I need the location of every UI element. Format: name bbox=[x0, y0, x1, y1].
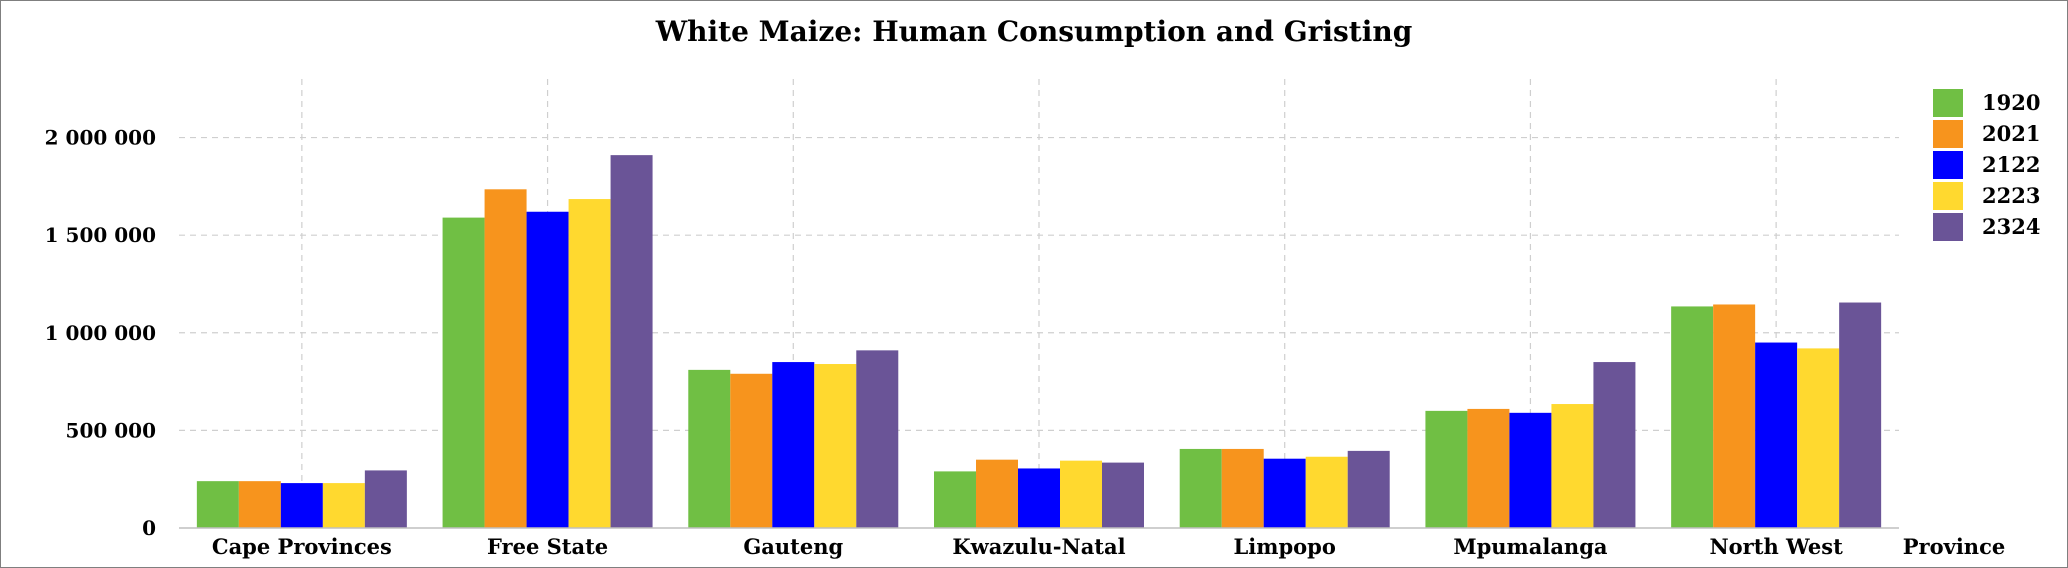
x-category-label: Free State bbox=[487, 534, 608, 559]
gridlines bbox=[179, 79, 1899, 528]
y-tick-label: 2 000 000 bbox=[45, 126, 156, 150]
y-tick-label: 1 500 000 bbox=[45, 223, 156, 247]
legend-swatch-2122 bbox=[1933, 151, 1963, 179]
legend-label: 1920 bbox=[1982, 90, 2040, 115]
legend-swatch-2324 bbox=[1933, 213, 1963, 241]
bar-2122 bbox=[280, 483, 323, 528]
bar-2324 bbox=[1593, 362, 1636, 528]
bar-1920 bbox=[1179, 448, 1222, 528]
x-category-label: Limpopo bbox=[1234, 534, 1336, 559]
bar-2021 bbox=[1467, 408, 1510, 528]
legend-label: 2324 bbox=[1982, 214, 2040, 239]
bar-2324 bbox=[856, 350, 899, 528]
bar-1920 bbox=[688, 369, 731, 528]
bar-2223 bbox=[568, 199, 611, 528]
legend-swatch-2223 bbox=[1933, 182, 1963, 210]
bar-2223 bbox=[1305, 456, 1348, 528]
bar-2223 bbox=[1551, 404, 1594, 528]
chart-title: White Maize: Human Consumption and Grist… bbox=[655, 15, 1413, 48]
bar-2021 bbox=[976, 459, 1018, 528]
bar-2324 bbox=[1102, 462, 1144, 528]
x-axis-categories: Cape Provinces Free State Gauteng Kwazulu-N… bbox=[212, 534, 1843, 559]
bar-2223 bbox=[322, 483, 365, 528]
bar-2223 bbox=[1060, 460, 1102, 528]
bar-2324 bbox=[610, 155, 653, 529]
bar-2324 bbox=[1347, 450, 1390, 528]
bar-1920 bbox=[442, 217, 485, 528]
y-tick-label: 0 bbox=[142, 516, 156, 540]
legend: 1920 2021 2122 2223 2324 bbox=[1933, 89, 2040, 241]
legend-swatch-1920 bbox=[1933, 89, 1963, 117]
bar-2223 bbox=[814, 364, 857, 528]
legend-swatch-2021 bbox=[1933, 120, 1963, 148]
bar-1920 bbox=[1671, 306, 1714, 528]
bar-2021 bbox=[730, 373, 773, 528]
bar-2122 bbox=[1263, 458, 1306, 528]
bar-2021 bbox=[1221, 448, 1264, 528]
y-axis-ticks: 0 500 000 1 000 000 1 500 000 2 000 000 bbox=[45, 126, 156, 540]
bar-2122 bbox=[772, 362, 815, 528]
bar-2021 bbox=[484, 189, 527, 528]
bar-2021 bbox=[1713, 304, 1756, 528]
y-tick-label: 500 000 bbox=[66, 418, 156, 442]
x-category-label: Kwazulu-Natal bbox=[952, 534, 1125, 559]
bar-2021 bbox=[238, 481, 281, 528]
bar-2324 bbox=[364, 470, 407, 528]
bar-2122 bbox=[1018, 468, 1060, 528]
bar-1920 bbox=[934, 471, 976, 528]
bar-2324 bbox=[1839, 302, 1882, 528]
bar-2223 bbox=[1797, 348, 1840, 528]
bar-2122 bbox=[526, 211, 569, 528]
bar-1920 bbox=[196, 481, 239, 528]
bars bbox=[196, 155, 1882, 529]
legend-label: 2122 bbox=[1982, 152, 2040, 177]
x-category-label: Gauteng bbox=[743, 534, 843, 559]
x-category-label: Cape Provinces bbox=[212, 534, 392, 559]
x-axis-title: Province bbox=[1903, 534, 2005, 559]
bar-2122 bbox=[1755, 342, 1798, 528]
x-category-label: North West bbox=[1709, 534, 1843, 559]
bar-2122 bbox=[1509, 412, 1552, 528]
y-tick-label: 1 000 000 bbox=[45, 321, 156, 345]
legend-label: 2223 bbox=[1982, 183, 2040, 208]
x-category-label: Mpumalanga bbox=[1453, 534, 1608, 559]
legend-label: 2021 bbox=[1982, 121, 2040, 146]
bar-1920 bbox=[1425, 410, 1468, 528]
